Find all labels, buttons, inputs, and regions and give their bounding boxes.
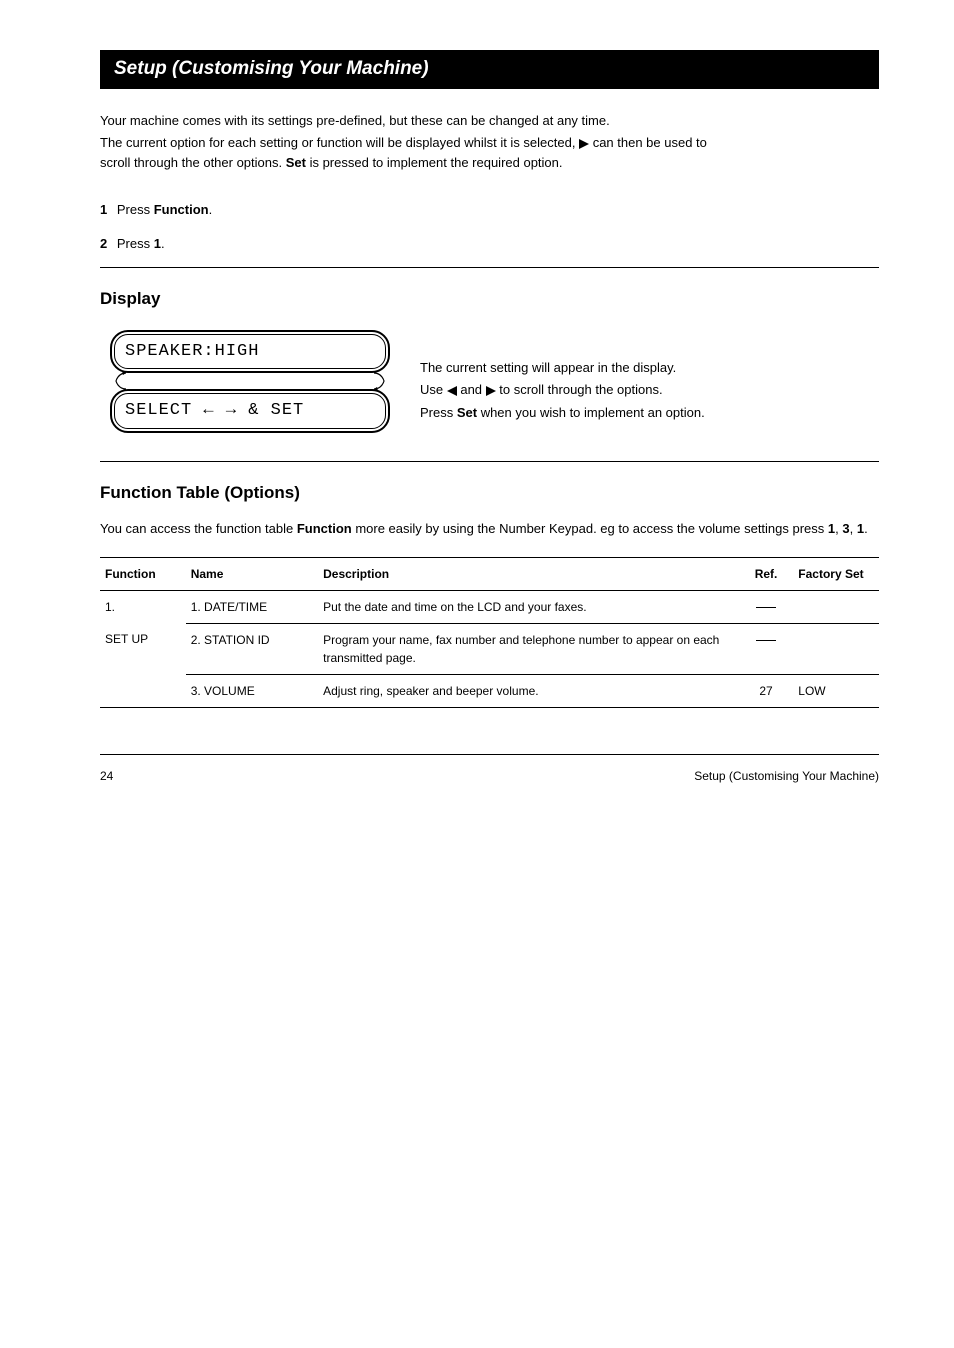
part: Use	[420, 382, 447, 397]
intro-text-part: is pressed to implement the required opt…	[306, 155, 563, 170]
cell-desc: Adjust ring, speaker and beeper volume.	[318, 674, 739, 707]
page-footer: 24 Setup (Customising Your Machine)	[100, 754, 879, 785]
cell-ref	[739, 623, 794, 674]
step-text: Press 1.	[117, 236, 165, 251]
th-description: Description	[318, 557, 739, 590]
cell-name: 2. STATION ID	[186, 623, 318, 674]
right-triangle-icon	[579, 139, 589, 149]
intro-line-2: The current option for each setting or f…	[100, 133, 739, 172]
step-number: 2	[100, 236, 107, 251]
note-part: ,	[850, 521, 857, 536]
intro-line-1: Your machine comes with its settings pre…	[100, 111, 739, 131]
intro-bold-set: Set	[286, 155, 306, 170]
cell-ref	[739, 590, 794, 623]
th-function: Function	[100, 557, 186, 590]
cell-func	[100, 674, 186, 707]
display-text-3: Press Set when you wish to implement an …	[420, 403, 879, 423]
options-table: Function Name Description Ref. Factory S…	[100, 557, 879, 708]
cell-fact	[793, 590, 879, 623]
lcd-display: SPEAKER:HIGH SELECT ← → & SET	[110, 330, 390, 433]
table-row: 1. 1. DATE/TIME Put the date and time on…	[100, 590, 879, 623]
table-row: 3. VOLUME Adjust ring, speaker and beepe…	[100, 674, 879, 707]
part: when you wish to implement an option.	[477, 405, 705, 420]
footer-title: Setup (Customising Your Machine)	[694, 767, 879, 785]
display-description: The current setting will appear in the d…	[420, 358, 879, 426]
th-factory: Factory Set	[793, 557, 879, 590]
lcd-box-top: SPEAKER:HIGH	[110, 330, 390, 374]
step-part: Press	[117, 236, 154, 251]
divider	[100, 461, 879, 462]
lcd-line-top: SPEAKER:HIGH	[114, 334, 386, 370]
right-triangle-icon	[486, 386, 496, 396]
note-part: You can access the function table	[100, 521, 297, 536]
cell-name: 1. DATE/TIME	[186, 590, 318, 623]
intro-section: Your machine comes with its settings pre…	[100, 111, 739, 173]
table-header-row: Function Name Description Ref. Factory S…	[100, 557, 879, 590]
step-part: .	[209, 202, 213, 217]
part: and	[457, 382, 486, 397]
part: Press	[420, 405, 457, 420]
step-bold: 1	[154, 236, 161, 251]
cell-fact: LOW	[793, 674, 879, 707]
note-bold-3: 3	[842, 521, 849, 536]
bold-set: Set	[457, 405, 477, 420]
cell-name: 3. VOLUME	[186, 674, 318, 707]
cell-func: 1.	[100, 590, 186, 623]
step-2: 2 Press 1.	[100, 234, 879, 254]
step-text: Press Function.	[117, 202, 212, 217]
step-part: Press	[117, 202, 154, 217]
divider	[100, 267, 879, 268]
step-part: .	[161, 236, 165, 251]
options-note: You can access the function table Functi…	[100, 519, 879, 539]
note-part: .	[864, 521, 868, 536]
dash-icon	[756, 607, 776, 608]
th-ref: Ref.	[739, 557, 794, 590]
display-heading: Display	[100, 286, 879, 312]
note-part: more easily by using the Number Keypad. …	[352, 521, 828, 536]
page-number: 24	[100, 767, 113, 785]
options-heading: Function Table (Options)	[100, 480, 879, 506]
step-bold: Function	[154, 202, 209, 217]
display-body: SPEAKER:HIGH SELECT ← → & SET The curren…	[100, 330, 879, 433]
intro-text-part: The current option for each setting or f…	[100, 135, 579, 150]
lcd-box-bottom: SELECT ← → & SET	[110, 389, 390, 433]
curve-left-icon	[114, 371, 128, 391]
step-1: 1 Press Function.	[100, 200, 879, 220]
display-text-2: Use and to scroll through the options.	[420, 380, 879, 400]
part: to scroll through the options.	[496, 382, 663, 397]
cell-desc: Program your name, fax number and teleph…	[318, 623, 739, 674]
cell-func: SET UP	[100, 623, 186, 674]
cell-desc: Put the date and time on the LCD and you…	[318, 590, 739, 623]
left-triangle-icon	[447, 386, 457, 396]
curve-right-icon	[372, 371, 386, 391]
page-title-bar: Setup (Customising Your Machine)	[100, 50, 879, 89]
lcd-line-bottom: SELECT ← → & SET	[114, 393, 386, 429]
cell-fact	[793, 623, 879, 674]
page-title: Setup (Customising Your Machine)	[114, 58, 429, 79]
th-name: Name	[186, 557, 318, 590]
cell-ref: 27	[739, 674, 794, 707]
note-bold: Function	[297, 521, 352, 536]
dash-icon	[756, 640, 776, 641]
step-number: 1	[100, 202, 107, 217]
note-bold-1b: 1	[857, 521, 864, 536]
display-text-1: The current setting will appear in the d…	[420, 358, 879, 378]
lcd-cycle-arrows	[110, 371, 390, 391]
table-row: SET UP 2. STATION ID Program your name, …	[100, 623, 879, 674]
